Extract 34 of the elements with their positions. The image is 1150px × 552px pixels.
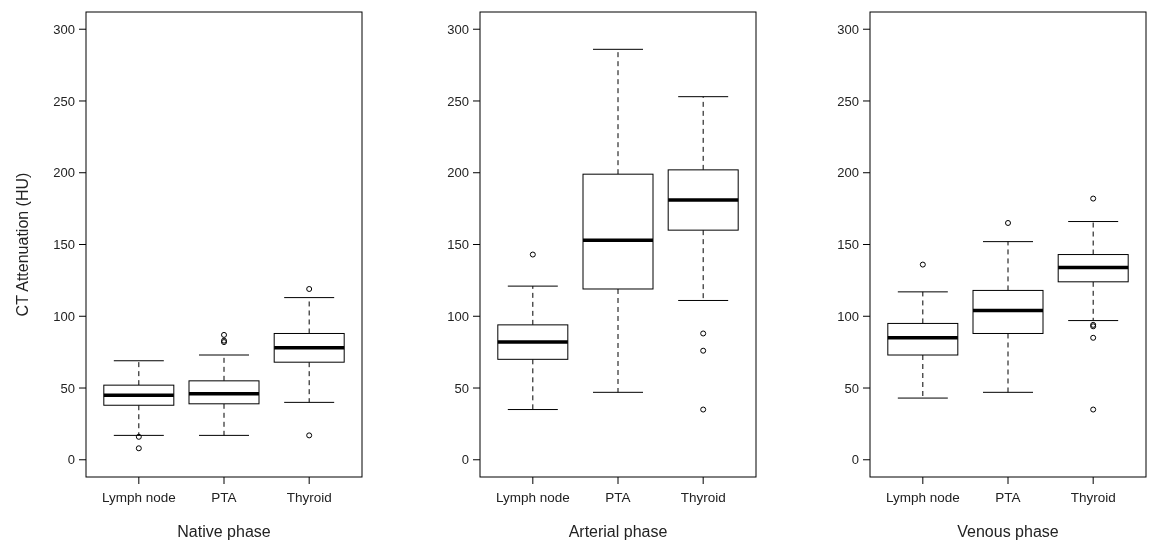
y-tick-label: 250 (837, 93, 859, 109)
y-tick-label: 300 (837, 21, 859, 37)
y-tick-label: 0 (461, 452, 469, 468)
y-tick-label: 50 (454, 380, 469, 396)
y-tick-label: 100 (837, 308, 859, 324)
x-axis-title: Arterial phase (568, 523, 668, 540)
y-tick-label: 100 (447, 308, 469, 324)
x-tick-label: Thyroid (286, 490, 332, 505)
y-axis-title: CT Attenuation (HU) (14, 172, 31, 317)
y-tick-label: 200 (447, 165, 469, 181)
y-tick-label: 150 (53, 237, 75, 253)
x-tick-label: PTA (605, 490, 631, 505)
y-tick-label: 200 (837, 165, 859, 181)
y-tick-label: 150 (447, 237, 469, 253)
y-tick-label: 250 (447, 93, 469, 109)
y-tick-label: 300 (447, 21, 469, 37)
y-tick-label: 100 (53, 308, 75, 324)
x-axis-title: Venous phase (957, 523, 1059, 540)
y-tick-label: 200 (53, 165, 75, 181)
y-tick-label: 150 (837, 237, 859, 253)
x-tick-label: Thyroid (680, 490, 726, 505)
x-tick-label: Thyroid (1070, 490, 1116, 505)
y-tick-label: 250 (53, 93, 75, 109)
y-tick-label: 0 (851, 452, 859, 468)
x-axis-title: Native phase (177, 523, 271, 540)
x-tick-label: Lymph node (495, 490, 570, 505)
x-tick-label: PTA (211, 490, 237, 505)
x-tick-label: Lymph node (101, 490, 176, 505)
x-tick-label: Lymph node (885, 490, 960, 505)
x-tick-label: PTA (995, 490, 1021, 505)
y-tick-label: 50 (60, 380, 75, 396)
y-tick-label: 300 (53, 21, 75, 37)
y-tick-label: 0 (67, 452, 75, 468)
y-tick-label: 50 (844, 380, 859, 396)
